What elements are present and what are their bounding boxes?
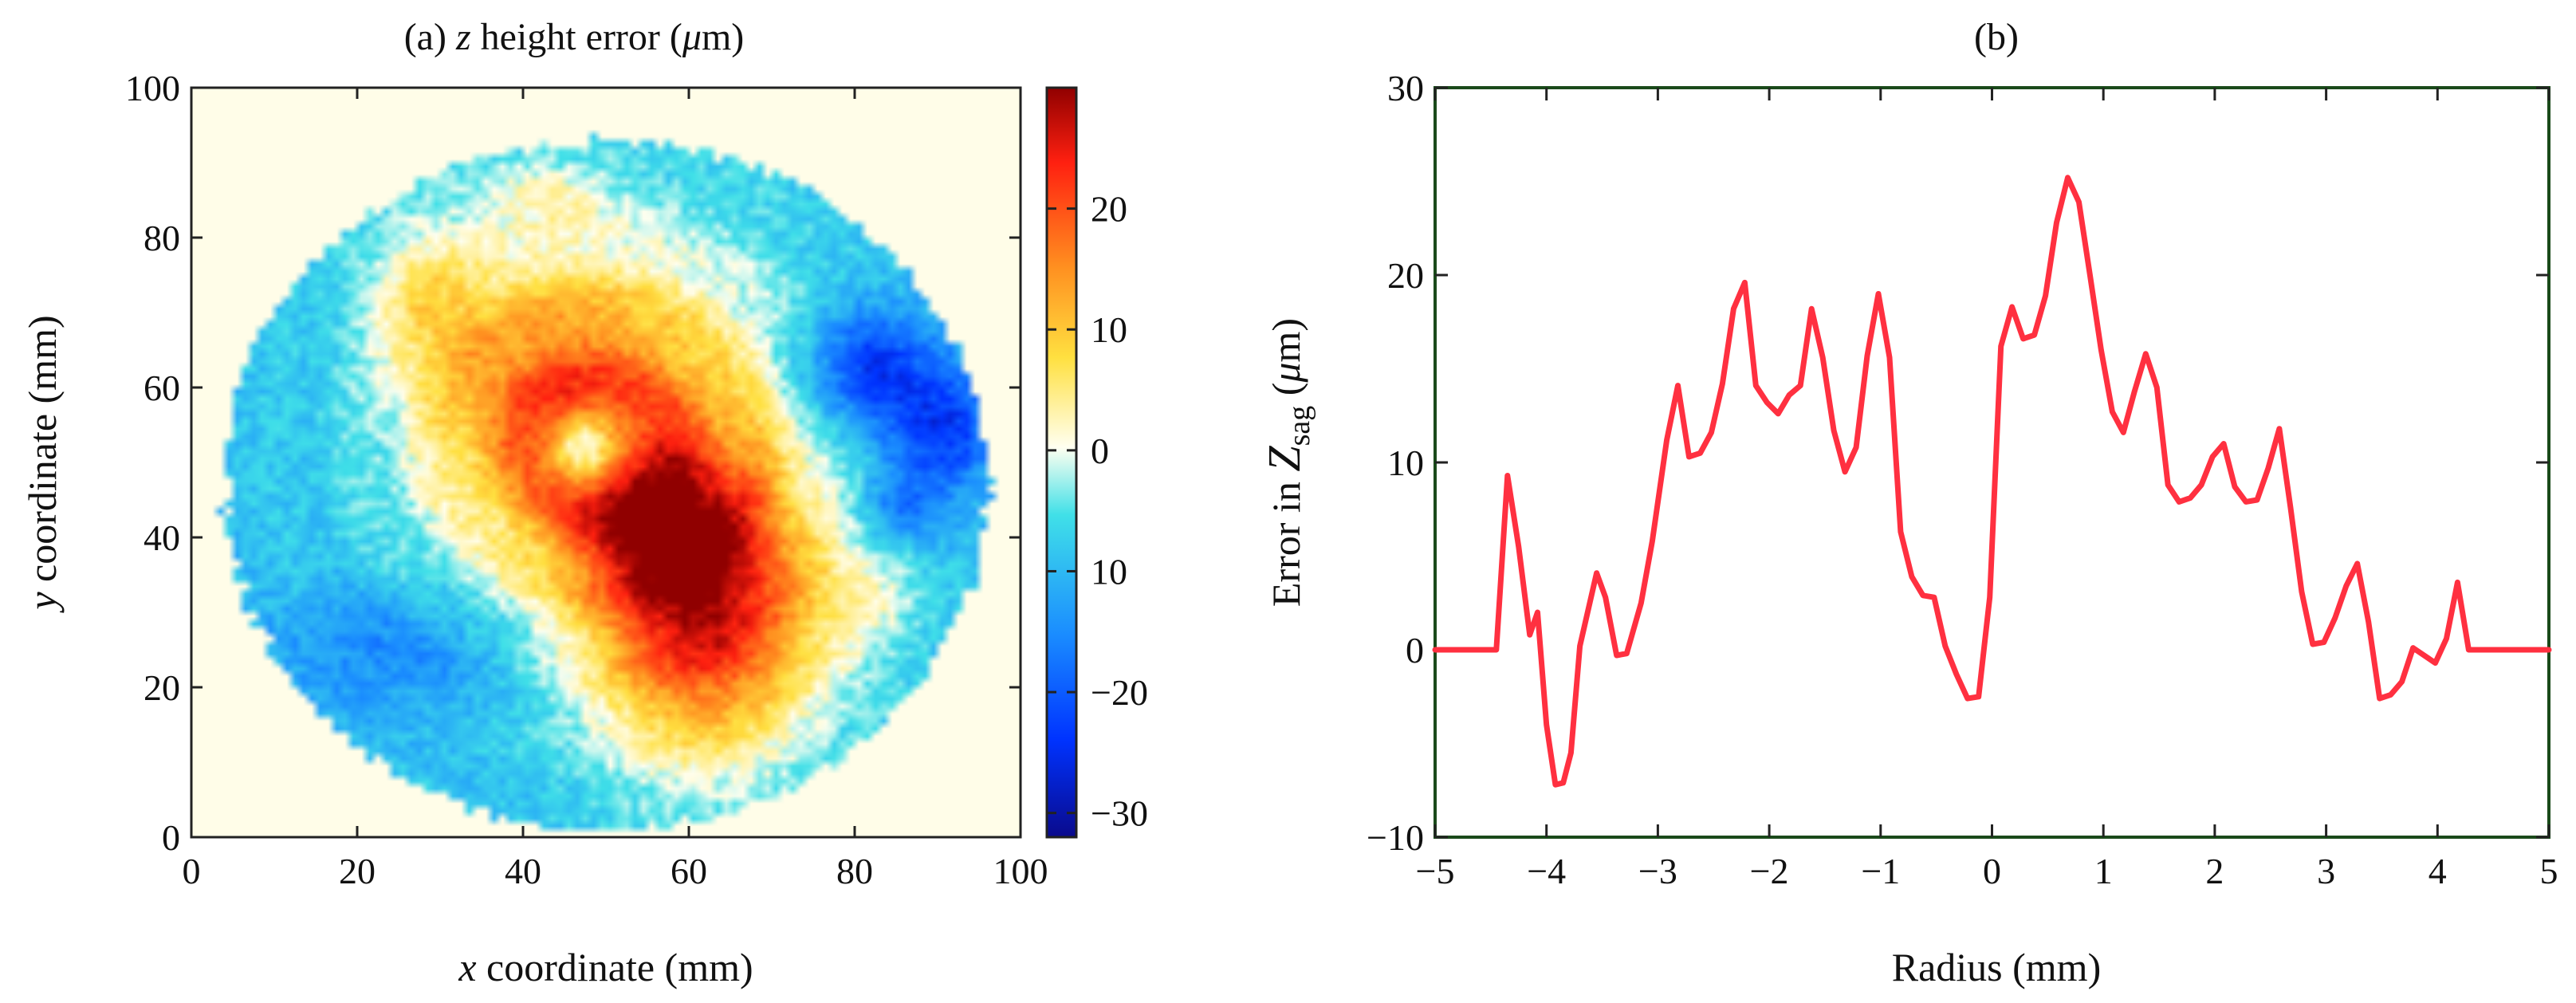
heatmap-y-tick-label: 40 bbox=[144, 517, 180, 558]
heatmap-x-tick-label: 40 bbox=[505, 851, 541, 891]
heatmap-y-tick-label: 0 bbox=[162, 817, 180, 858]
colorbar-tick-label: −30 bbox=[1091, 793, 1148, 834]
series-points bbox=[1434, 177, 2550, 785]
colorbar-tick-label: 10 bbox=[1091, 309, 1127, 350]
line-y-tick-label: 20 bbox=[1387, 255, 1424, 296]
series-line-error bbox=[1432, 175, 2552, 788]
line-y-tick-label: 10 bbox=[1387, 442, 1424, 483]
line-x-tick-label: 1 bbox=[2094, 851, 2113, 891]
heatmap-panel: (a) z height error (μm) 0 20 40 60 80 100 020… bbox=[20, 16, 1148, 989]
colorbar-frame bbox=[1045, 86, 1078, 839]
line-x-tick-label: −1 bbox=[1861, 851, 1900, 891]
heatmap-y-ticks: 0 20 40 60 80 100 bbox=[125, 68, 1021, 858]
heatmap-y-label: y coordinate (mm) bbox=[20, 315, 65, 613]
heatmap-frame bbox=[190, 86, 1022, 839]
heatmap-title: (a) z height error (μm) bbox=[404, 16, 745, 58]
line-x-label: Radius (mm) bbox=[1892, 945, 2101, 989]
line-y-ticks: −10 0 10 20 30 bbox=[1367, 68, 2549, 858]
colorbar-tick-label: 10 bbox=[1091, 551, 1127, 592]
heatmap-y-tick-label: 80 bbox=[144, 218, 180, 258]
heatmap-y-tick-label: 20 bbox=[144, 667, 180, 708]
line-x-tick-label: 5 bbox=[2540, 851, 2558, 891]
line-x-tick-label: 2 bbox=[2205, 851, 2224, 891]
colorbar-ticks: 20 10 0 10 −20 −30 bbox=[1047, 189, 1148, 834]
heatmap-x-tick-label: 0 bbox=[183, 851, 201, 891]
heatmap-y-tick-label: 100 bbox=[125, 68, 180, 108]
line-y-tick-label: 30 bbox=[1387, 68, 1424, 108]
heatmap-field-image bbox=[191, 88, 1021, 837]
line-x-tick-label: −3 bbox=[1638, 851, 1677, 891]
line-x-tick-label: 4 bbox=[2429, 851, 2447, 891]
line-x-tick-label: 3 bbox=[2317, 851, 2335, 891]
colorbar-tick-label: 0 bbox=[1091, 431, 1109, 471]
heatmap-x-tick-label: 100 bbox=[993, 851, 1048, 891]
heatmap-x-tick-label: 80 bbox=[836, 851, 873, 891]
line-frame bbox=[1434, 86, 2550, 839]
line-x-ticks: −5 −4 −3 −2 −1 0 1 2 3 4 5 bbox=[1416, 88, 2558, 891]
heatmap-x-tick-label: 60 bbox=[671, 851, 707, 891]
line-y-tick-label: −10 bbox=[1367, 817, 1424, 858]
heatmap-x-ticks: 0 20 40 60 80 100 bbox=[183, 88, 1048, 891]
heatmap-y-tick-label: 60 bbox=[144, 368, 180, 408]
colorbar bbox=[1047, 88, 1076, 837]
line-x-tick-label: −2 bbox=[1750, 851, 1789, 891]
heatmap-x-tick-label: 20 bbox=[339, 851, 376, 891]
heatmap-x-label: x coordinate (mm) bbox=[458, 945, 753, 989]
line-x-tick-label: −4 bbox=[1527, 851, 1566, 891]
colorbar-tick-label: 20 bbox=[1091, 189, 1127, 230]
line-y-tick-label: 0 bbox=[1406, 630, 1424, 671]
line-title: (b) bbox=[1974, 16, 2019, 58]
line-x-tick-label: 0 bbox=[1983, 851, 2001, 891]
line-y-label: Error in Zsag (μm) bbox=[1258, 318, 1316, 607]
line-x-tick-label: −5 bbox=[1416, 851, 1455, 891]
colorbar-tick-label: −20 bbox=[1091, 672, 1148, 713]
